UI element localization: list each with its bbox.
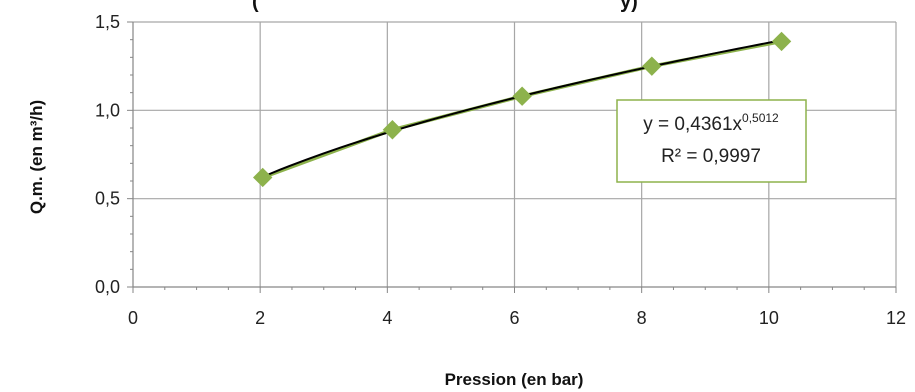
x-tick-label-6: 12 [886,308,906,328]
x-tick-label-2: 4 [382,308,392,328]
x-tick-label-4: 8 [637,308,647,328]
r-squared-label: R² = 0,9997 [661,146,761,167]
y-tick-label-2: 1,0 [95,100,120,120]
trendline-equation: y = 0,4361x0,5012 [643,111,779,135]
axes [127,21,897,293]
x-axis-label: Pression (en bar) [445,370,584,389]
data-point-2 [512,86,532,106]
x-tick-label-1: 2 [255,308,265,328]
x-tick-label-0: 0 [128,308,138,328]
y-tick-label-3: 1,5 [95,12,120,32]
y-tick-label-0: 0,0 [95,277,120,297]
chart-title-right: y) [620,0,638,13]
data-point-1 [382,120,403,140]
data-point-0 [253,167,273,188]
data-point-4 [771,31,792,52]
y-axis-label: Q.m. (en m³/h) [27,100,46,214]
chart-title-left: ( [252,0,259,13]
x-tick-label-5: 10 [759,308,779,328]
tick-labels: 0 2 4 6 8 10 12 0,0 0,5 1,0 1,5 [95,12,906,328]
x-tick-label-3: 6 [509,308,519,328]
data-point-3 [642,56,662,76]
trendline-equation-box: y = 0,4361x0,5012 R² = 0,9997 [616,99,807,183]
y-tick-label-1: 0,5 [95,189,120,209]
